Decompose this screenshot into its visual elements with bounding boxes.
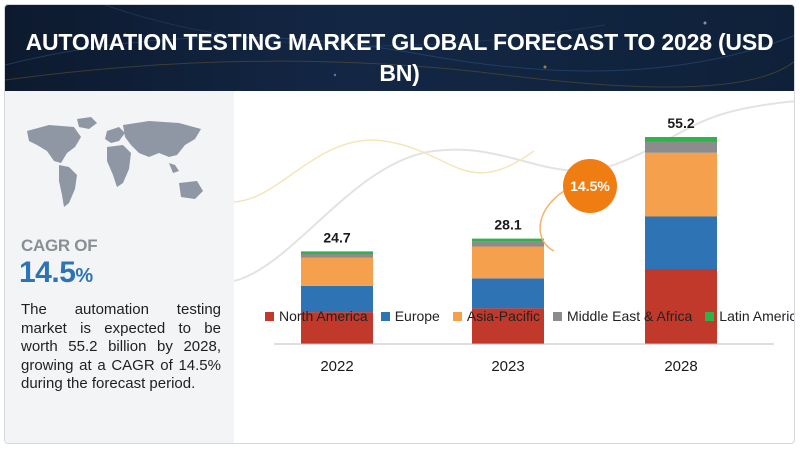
chart-legend: North America Europe Asia-Pacific Middle Ea… xyxy=(265,307,794,325)
legend-swatch-north-america xyxy=(265,311,274,321)
legend-swatch-asia-pacific xyxy=(452,311,462,321)
legend-item-europe: Europe xyxy=(380,308,440,324)
labels-layer: 24.7 2022 28.1 2023 55.2 2028 xyxy=(320,115,697,375)
bar-segment-2028-latin-america xyxy=(645,137,717,142)
bar-segment-2022-north-america xyxy=(301,312,373,344)
legend-label-middle-east-africa: Middle East & Africa xyxy=(567,308,693,324)
bar-segment-2022-latin-america xyxy=(301,251,373,255)
cagr-value: 14.5 xyxy=(19,256,76,289)
annotation-connector xyxy=(539,190,565,252)
legend-item-middle-east-africa: Middle East & Africa xyxy=(553,308,692,324)
bar-segment-2028-europe xyxy=(645,216,717,269)
legend-item-north-america: North America xyxy=(265,308,368,324)
cagr-unit: % xyxy=(75,265,94,287)
bar-segment-2023-north-america xyxy=(472,308,544,345)
bar-segment-2028-north-america xyxy=(645,269,717,344)
legend-swatch-middle-east-africa xyxy=(553,311,562,321)
cagr-annotation: 14.5% xyxy=(539,159,617,252)
x-tick-label-2023: 2023 xyxy=(491,358,524,375)
summary-text: The automation testing market is expecte… xyxy=(21,301,221,392)
legend-label-latin-america: Latin America xyxy=(719,308,794,324)
bar-segment-2022-middle-east-africa xyxy=(301,254,373,258)
bar-segment-2028-asia-pacific xyxy=(645,152,717,217)
bar-segment-2022-asia-pacific xyxy=(301,257,373,286)
x-tick-label-2022: 2022 xyxy=(320,358,353,375)
cagr-bubble-label: 14.5% xyxy=(570,178,610,194)
bar-segment-2023-middle-east-africa xyxy=(472,241,544,247)
legend-label-north-america: North America xyxy=(279,308,368,324)
bar-segment-2023-asia-pacific xyxy=(472,246,544,279)
cagr-value-block: 14.5% xyxy=(19,256,93,290)
header-banner: AUTOMATION TESTING MARKET GLOBAL FORECAS… xyxy=(5,5,794,91)
world-map-icon xyxy=(27,117,203,207)
header-background-pattern xyxy=(5,5,794,88)
bar-segment-2022-europe xyxy=(301,285,373,313)
chart-title: AUTOMATION TESTING MARKET GLOBAL FORECAS… xyxy=(25,29,774,86)
cagr-bubble xyxy=(563,159,617,213)
bar-segment-2023-latin-america xyxy=(472,238,544,242)
total-label-2022: 24.7 xyxy=(323,229,350,245)
total-label-2028: 55.2 xyxy=(667,115,694,131)
legend-label-asia-pacific: Asia-Pacific xyxy=(466,308,540,324)
decorative-curve-accent xyxy=(234,139,535,203)
legend-item-latin-america: Latin America xyxy=(705,308,794,324)
bar-segment-2028-middle-east-africa xyxy=(645,141,717,153)
x-tick-label-2028: 2028 xyxy=(664,358,697,375)
infographic-frame: AUTOMATION TESTING MARKET GLOBAL FORECAS… xyxy=(4,4,795,444)
legend-label-europe: Europe xyxy=(394,308,440,324)
bars-layer xyxy=(301,137,717,345)
summary-panel: CAGR OF 14.5% The automation testing mar… xyxy=(5,91,234,443)
cagr-label: CAGR OF xyxy=(21,236,98,255)
decorative-curve xyxy=(234,100,794,282)
stacked-bar-chart: 24.7 2022 28.1 2023 55.2 2028 14.5% xyxy=(234,100,794,375)
legend-item-asia-pacific: Asia-Pacific xyxy=(452,308,540,324)
bar-segment-2023-europe xyxy=(472,278,544,309)
total-label-2023: 28.1 xyxy=(494,217,521,233)
legend-swatch-latin-america xyxy=(705,311,715,321)
legend-swatch-europe xyxy=(380,311,390,321)
